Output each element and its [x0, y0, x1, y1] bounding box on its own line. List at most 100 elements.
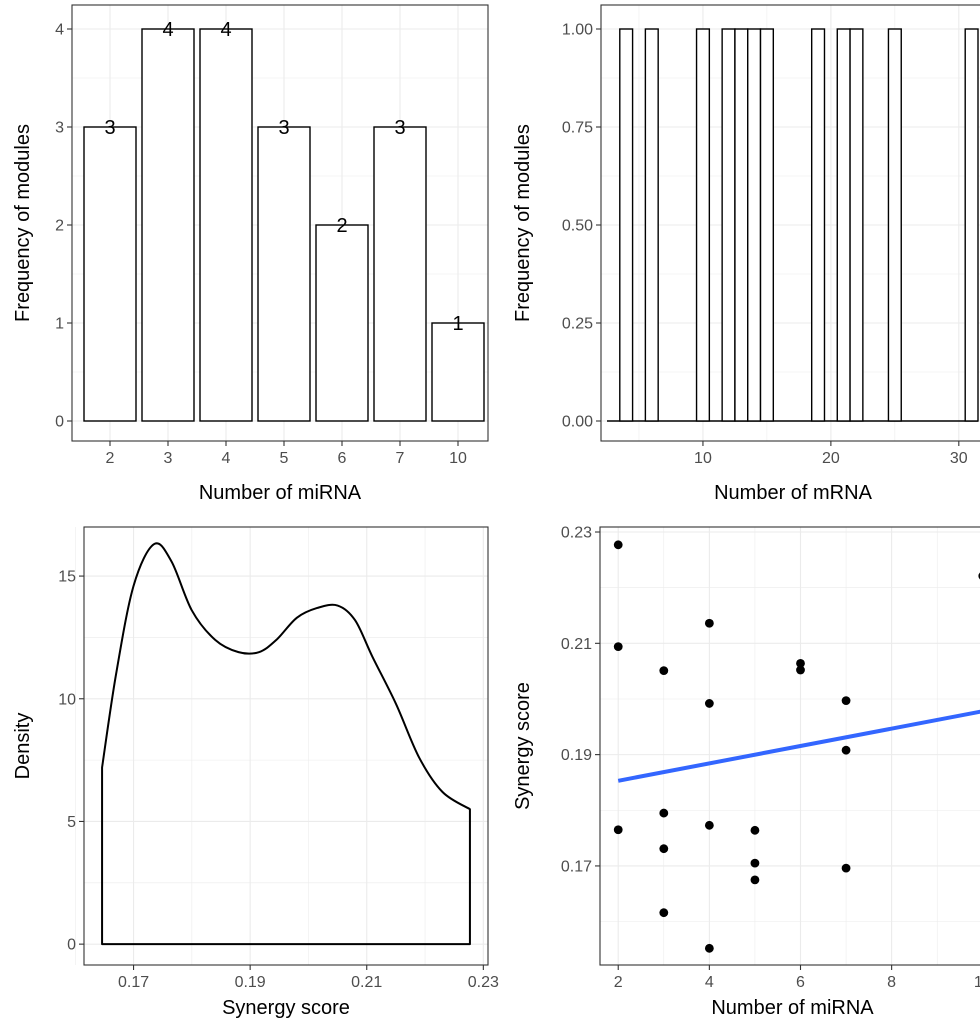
x-tick-label: 10: [449, 450, 467, 467]
y-axis-title: Frequency of modules: [12, 124, 34, 322]
y-tick-label: 1.00: [562, 22, 593, 39]
y-tick-label: 0.00: [562, 414, 593, 431]
x-axis-title: Synergy score: [222, 997, 350, 1019]
bar-2: [83, 126, 137, 422]
y-tick-label: 0.75: [562, 120, 593, 137]
scatter-point: [659, 844, 669, 854]
scatter-point: [841, 745, 851, 755]
x-tick-label: 0.23: [468, 974, 499, 991]
histogram-bar: [721, 28, 736, 422]
histogram-bar: [810, 28, 826, 422]
x-tick-label: 7: [396, 450, 405, 467]
x-tick-label: 3: [164, 450, 173, 467]
histogram-bar: [734, 28, 749, 422]
histogram-bar: [964, 28, 979, 422]
scatter-point: [613, 642, 623, 652]
histogram-bar: [849, 28, 864, 422]
panel-d-border: [599, 526, 980, 966]
scatter-point: [704, 699, 714, 708]
scatter-point: [796, 658, 805, 668]
bar-4: [199, 28, 253, 422]
x-tick-label: 30: [950, 450, 968, 467]
x-tick-label: 20: [822, 450, 840, 467]
bar-5: [257, 126, 311, 422]
scatter-point: [796, 665, 805, 675]
bar-3: [141, 28, 195, 422]
x-tick-label: 6: [338, 450, 347, 467]
y-tick-label: 4: [55, 22, 64, 39]
panel-b-border: [600, 4, 980, 442]
bar-data-label: 2: [336, 215, 347, 237]
y-tick-label: 0.25: [562, 316, 593, 333]
x-tick-label: 4: [705, 974, 714, 991]
scatter-point: [841, 696, 851, 706]
y-axis-title: Synergy score: [512, 682, 534, 810]
x-tick-label: 0.17: [118, 974, 149, 991]
y-tick-label: 10: [58, 691, 76, 708]
y-tick-label: 15: [58, 569, 76, 586]
x-tick-label: 10: [694, 450, 712, 467]
histogram-bar: [759, 28, 775, 422]
x-tick-label: 10: [974, 974, 980, 991]
x-tick-label: 2: [106, 450, 115, 467]
y-tick-label: 5: [67, 814, 76, 831]
trend-line: [617, 709, 980, 783]
x-tick-label: 8: [887, 974, 896, 991]
y-tick-label: 3: [55, 120, 64, 137]
y-tick-label: 0.19: [561, 747, 592, 764]
y-tick-label: 2: [55, 218, 64, 235]
histogram-bar: [619, 28, 634, 422]
x-tick-label: 4: [222, 450, 231, 467]
scatter-point: [841, 863, 851, 873]
panel-b-background: [601, 5, 980, 441]
x-tick-label: 2: [614, 974, 623, 991]
histogram-bar: [695, 28, 711, 422]
y-axis-title: Density: [12, 713, 34, 780]
histogram-bar: [836, 28, 851, 422]
x-axis-title: Number of miRNA: [711, 997, 874, 1019]
scatter-point: [704, 618, 714, 628]
scatter-point: [613, 540, 623, 550]
x-tick-label: 0.19: [235, 974, 266, 991]
scatter-point: [659, 666, 669, 675]
histogram-bar: [747, 28, 762, 422]
bar-data-label: 3: [394, 117, 405, 139]
bar-10: [431, 322, 485, 422]
bar-data-label: 4: [220, 19, 231, 41]
histogram-bar: [887, 28, 902, 422]
x-axis-title: Number of mRNA: [714, 482, 872, 504]
scatter-point: [750, 825, 760, 835]
y-tick-label: 0.50: [562, 218, 593, 235]
x-tick-label: 0.21: [351, 974, 382, 991]
bar-data-label: 3: [104, 117, 115, 139]
scatter-point: [704, 943, 714, 953]
y-tick-label: 0: [67, 937, 76, 954]
panel-mrna-bar-chart: 0.00 0.25 0.50 0.75 1.00 10 20 30 Number of mRNA…: [512, 4, 980, 504]
x-tick-label: 5: [280, 450, 289, 467]
y-tick-label: 1: [55, 316, 64, 333]
bar-data-label: 4: [162, 19, 173, 41]
scatter-point: [750, 875, 760, 885]
density-curve: [101, 542, 471, 946]
scatter-point: [750, 858, 760, 868]
y-axis-title: Frequency of modules: [512, 124, 534, 322]
panel-c-border: [83, 526, 489, 966]
bar-6: [315, 224, 369, 422]
x-tick-label: 6: [796, 974, 805, 991]
panel-c-background: [84, 527, 488, 965]
bar-data-label: 1: [452, 313, 463, 335]
scatter-point: [659, 808, 669, 818]
scatter-point: [659, 908, 669, 918]
y-tick-label: 0.21: [561, 636, 592, 653]
bar-7: [373, 126, 427, 422]
bar-data-label: 3: [278, 117, 289, 139]
y-tick-label: 0.17: [561, 858, 592, 875]
y-tick-label: 0.23: [561, 525, 592, 542]
scatter-point: [704, 820, 714, 830]
scatter-point: [613, 825, 623, 835]
x-axis-title: Number of miRNA: [199, 482, 362, 504]
panel-a-border: [71, 4, 489, 442]
panel-synergy-density: 0 5 10 15 0.17 0.19 0.21 0.23 Synergy score Densi…: [12, 526, 499, 1019]
